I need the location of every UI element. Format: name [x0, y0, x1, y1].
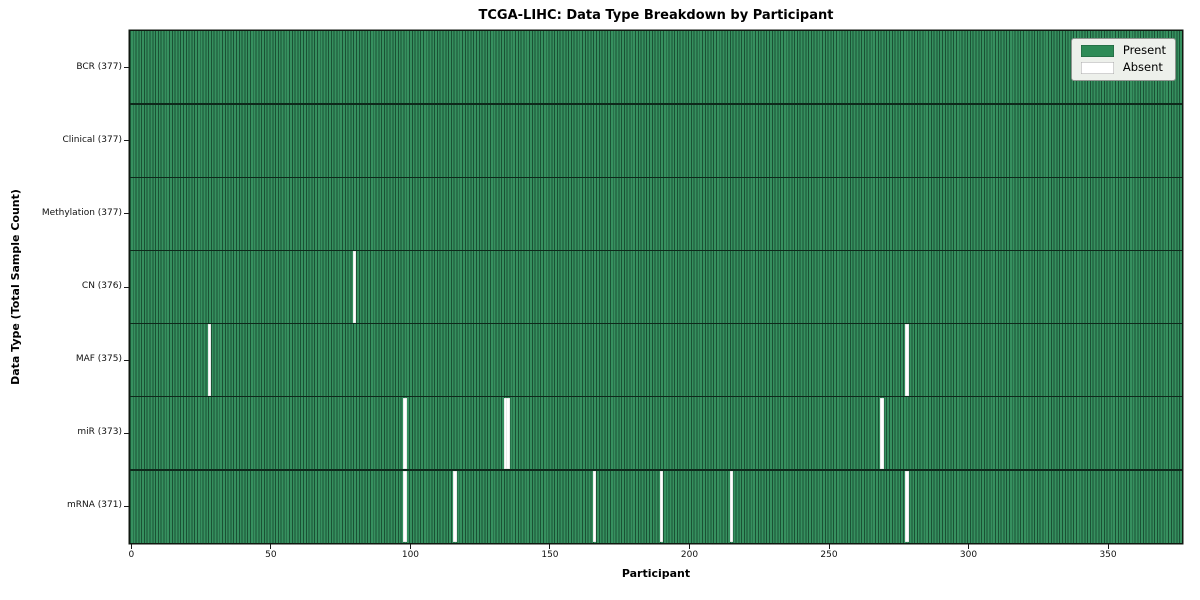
absent-cell: [207, 324, 212, 396]
legend-label: Absent: [1122, 60, 1163, 75]
x-tick: [409, 544, 411, 549]
row-divider: [130, 249, 1182, 252]
y-tick: [124, 359, 129, 361]
row-divider: [130, 395, 1182, 398]
y-tick: [124, 140, 129, 142]
legend-swatch-absent: [1080, 62, 1114, 74]
y-tick: [124, 213, 129, 215]
row-divider: [130, 176, 1182, 179]
x-tick-label: 50: [265, 550, 277, 560]
y-tick-label: mRNA (371): [67, 500, 122, 511]
x-tick-label: 100: [401, 550, 420, 560]
absent-cell: [403, 470, 407, 543]
x-tick: [828, 544, 830, 549]
x-tick: [1107, 544, 1109, 549]
y-tick-label: Clinical (377): [62, 134, 122, 145]
y-tick-label: Methylation (377): [41, 207, 122, 218]
x-axis-label: Participant: [621, 567, 691, 580]
y-tick-label: miR (373): [77, 427, 122, 438]
x-tick-label: 350: [1099, 550, 1117, 560]
absent-cell: [729, 470, 734, 543]
absent-cell: [592, 470, 597, 543]
x-tick: [270, 544, 272, 549]
x-tick-label: 300: [959, 550, 978, 560]
absent-cell: [503, 397, 508, 470]
x-tick-label: 250: [820, 550, 838, 560]
y-tick: [124, 286, 129, 288]
x-tick: [688, 544, 690, 549]
row-divider: [130, 322, 1182, 325]
y-tick: [124, 505, 129, 507]
x-tick-label: 200: [680, 550, 699, 560]
x-tick-label: 150: [541, 550, 559, 560]
absent-cell: [403, 397, 407, 470]
absent-cell: [880, 397, 884, 470]
y-tick-label: BCR (377): [76, 61, 122, 72]
plot-area: Present Absent: [130, 31, 1182, 543]
absent-cell: [659, 470, 664, 543]
legend-item: Present: [1080, 43, 1166, 58]
legend: Present Absent: [1070, 38, 1176, 81]
y-tick-label: MAF (375): [75, 354, 122, 365]
legend-item: Absent: [1080, 60, 1166, 75]
y-tick: [124, 67, 129, 69]
absent-cell: [453, 470, 457, 543]
x-tick: [130, 544, 132, 549]
absent-cell: [506, 397, 510, 470]
y-tick: [124, 432, 129, 434]
absent-cell: [905, 470, 909, 543]
x-tick: [549, 544, 551, 549]
row-divider: [130, 103, 1182, 105]
absent-cell: [905, 324, 909, 396]
absent-cell: [352, 251, 357, 323]
legend-swatch-present: [1080, 45, 1114, 57]
chart-title: TCGA-LIHC: Data Type Breakdown by Partic…: [478, 8, 834, 23]
x-tick: [968, 544, 970, 549]
y-tick-label: CN (376): [81, 281, 122, 291]
row-divider: [130, 469, 1182, 471]
x-tick-label: 0: [128, 550, 135, 560]
legend-label: Present: [1122, 43, 1166, 58]
